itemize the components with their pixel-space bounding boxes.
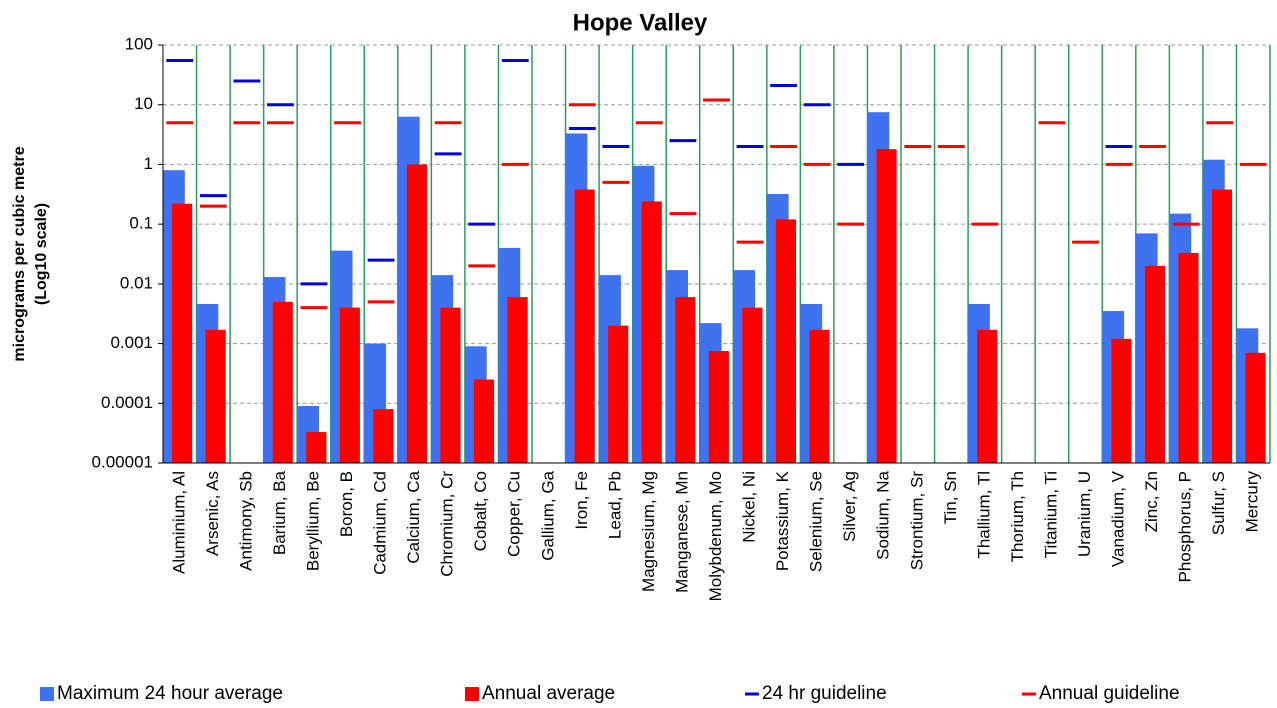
x-tick-label: Titanium, Ti: [1041, 471, 1060, 558]
bar: [977, 329, 998, 463]
bar: [1211, 189, 1233, 464]
bar: [608, 325, 629, 463]
bar: [675, 297, 696, 463]
bar: [1111, 338, 1132, 463]
legend-label: Annual guideline: [1039, 683, 1180, 704]
bar: [473, 379, 495, 463]
x-tick-label: Potassium, K: [773, 470, 792, 571]
x-tick-label: Beryllium, Be: [303, 471, 322, 571]
x-tick-label: Strontium, Sr: [907, 471, 926, 571]
bar: [876, 149, 897, 463]
legend-label: Annual average: [482, 683, 615, 704]
y-tick-label: 0.001: [110, 333, 153, 352]
y-tick-label: 0.00001: [92, 452, 153, 471]
x-tick-label: Cadmium, Cd: [371, 471, 390, 575]
y-tick-label: 100: [125, 34, 153, 53]
y-axis-label: micrograms per cubic metre: [11, 146, 28, 361]
legend-label: Maximum 24 hour average: [57, 683, 283, 704]
x-tick-label: Gallium, Ga: [538, 470, 557, 560]
x-tick-label: Tin, Sn: [941, 471, 960, 524]
x-tick-label: Thorium, Th: [1008, 471, 1027, 562]
x-tick-label: Calcium, Ca: [404, 470, 423, 563]
x-tick-label: Aluminium, Al: [169, 471, 188, 574]
legend-swatch: [465, 687, 479, 701]
bar: [172, 203, 193, 464]
bar: [742, 307, 763, 463]
bar: [809, 329, 830, 463]
x-tick-label: Chromium, Cr: [438, 471, 457, 577]
y-tick-label: 0.01: [120, 273, 153, 292]
bar: [708, 351, 729, 463]
bar: [339, 307, 360, 463]
x-tick-label: Lead, Pb: [605, 471, 624, 539]
x-tick-label: Manganese, Mn: [672, 471, 691, 593]
x-tick-label: Mercury: [1243, 471, 1262, 533]
x-tick-label: Sodium, Na: [874, 470, 893, 559]
bar: [306, 432, 327, 463]
bar: [1245, 352, 1266, 463]
x-tick-label: Uranium, U: [1075, 471, 1094, 557]
bar: [1144, 265, 1166, 463]
y-tick-label: 0.0001: [101, 393, 153, 412]
y-tick-label: 1: [144, 154, 153, 173]
bar: [574, 189, 595, 464]
x-tick-label: Thallium, Tl: [974, 471, 993, 559]
legend-swatch: [40, 687, 54, 701]
x-tick-label: Silver, Ag: [840, 471, 859, 542]
x-tick-label: Antimony, Sb: [236, 471, 255, 571]
x-tick-label: Magnesium, Mg: [639, 471, 658, 592]
bar: [507, 297, 528, 463]
y-axis-label: (Log10 scale): [33, 203, 50, 305]
legend-label: 24 hr guideline: [762, 683, 887, 704]
x-tick-label: Copper, Cu: [505, 471, 524, 557]
bar: [406, 164, 428, 463]
bar: [775, 219, 797, 463]
x-tick-label: Vanadium, V: [1109, 470, 1128, 567]
x-tick-label: Nickel, Ni: [740, 471, 759, 543]
x-tick-label: Selenium, Se: [807, 471, 826, 572]
bar: [373, 409, 394, 463]
y-tick-label: 0.1: [129, 214, 153, 233]
x-tick-label: Zinc, Zn: [1142, 471, 1161, 532]
bar: [440, 307, 461, 463]
x-tick-label: Sulfur, S: [1209, 471, 1228, 535]
y-tick-label: 10: [134, 94, 153, 113]
x-tick-label: Phosphorus, P: [1176, 471, 1195, 583]
bar: [1178, 252, 1199, 463]
x-tick-label: Barium, Ba: [270, 470, 289, 555]
x-tick-label: Molybdenum, Mo: [706, 471, 725, 601]
bar: [205, 329, 226, 463]
chart-title: Hope Valley: [573, 9, 708, 36]
x-tick-label: Iron, Fe: [572, 471, 591, 530]
x-tick-label: Boron, B: [337, 471, 356, 537]
x-tick-label: Arsenic, As: [203, 471, 222, 556]
bar: [641, 201, 662, 463]
bar: [272, 301, 293, 463]
x-tick-label: Cobalt, Co: [471, 471, 490, 551]
